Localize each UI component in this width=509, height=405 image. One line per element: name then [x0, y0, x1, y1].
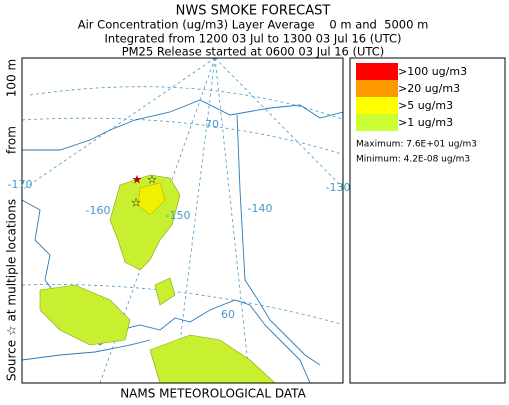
side-label: Source ☆ at multiple locations — [5, 199, 19, 381]
coastline — [22, 199, 311, 383]
grid-label: -160 — [86, 204, 111, 217]
grid-label: 60 — [221, 308, 235, 321]
legend: Maximum: 7.6E+01 ug/m3 Minimum: 4.2E-08 … — [349, 57, 506, 384]
grid-label: -130 — [326, 181, 351, 194]
legend-swatch — [356, 114, 398, 131]
subtitle: Integrated from 1200 03 Jul to 1300 03 J… — [104, 32, 401, 46]
legend-label: >20 ug/m3 — [398, 82, 460, 95]
source-star: ★ — [132, 173, 143, 187]
coastline — [22, 99, 343, 151]
grid-label: -140 — [248, 202, 273, 215]
legend-minimum: Minimum: 4.2E-08 ug/m3 — [356, 155, 470, 165]
coastline — [22, 339, 151, 361]
graticule — [22, 117, 343, 155]
side-label: 100 m — [5, 59, 19, 97]
legend-label: >5 ug/m3 — [398, 99, 453, 112]
smoke-plume — [149, 334, 276, 383]
legend-swatch — [356, 80, 398, 97]
title: NWS SMOKE FORECAST — [176, 4, 331, 19]
side-label: from — [5, 126, 19, 154]
grid-label: -150 — [166, 209, 191, 222]
legend-label: >100 ug/m3 — [398, 65, 467, 78]
map-frame — [21, 57, 344, 384]
map: -170 -160 -150 -140 -130 70 60 ★ ☆ ☆ — [8, 57, 351, 384]
subtitle: Air Concentration (ug/m3) Layer Average … — [78, 18, 429, 32]
graticule — [22, 58, 216, 191]
graticule — [174, 58, 216, 383]
graticule — [214, 58, 251, 383]
source-star: ☆ — [147, 173, 158, 187]
smoke-plume — [137, 182, 166, 216]
graticule — [29, 86, 343, 120]
graticule — [22, 284, 343, 325]
grid-label: -170 — [8, 178, 33, 191]
source-star: ☆ — [131, 196, 142, 210]
graticule — [214, 58, 343, 189]
border — [236, 114, 321, 366]
smoke-plume — [154, 277, 176, 306]
legend-swatch — [356, 63, 398, 80]
grid-label: 70 — [205, 118, 219, 131]
footer: NAMS METEOROLOGICAL DATA — [120, 387, 306, 401]
legend-label: >1 ug/m3 — [398, 116, 453, 129]
legend-maximum: Maximum: 7.6E+01 ug/m3 — [356, 140, 477, 150]
subtitle: PM25 Release started at 0600 03 Jul 16 (… — [122, 45, 385, 59]
smoke-plume — [39, 284, 131, 346]
legend-swatch — [356, 97, 398, 114]
legend-box — [349, 57, 506, 384]
